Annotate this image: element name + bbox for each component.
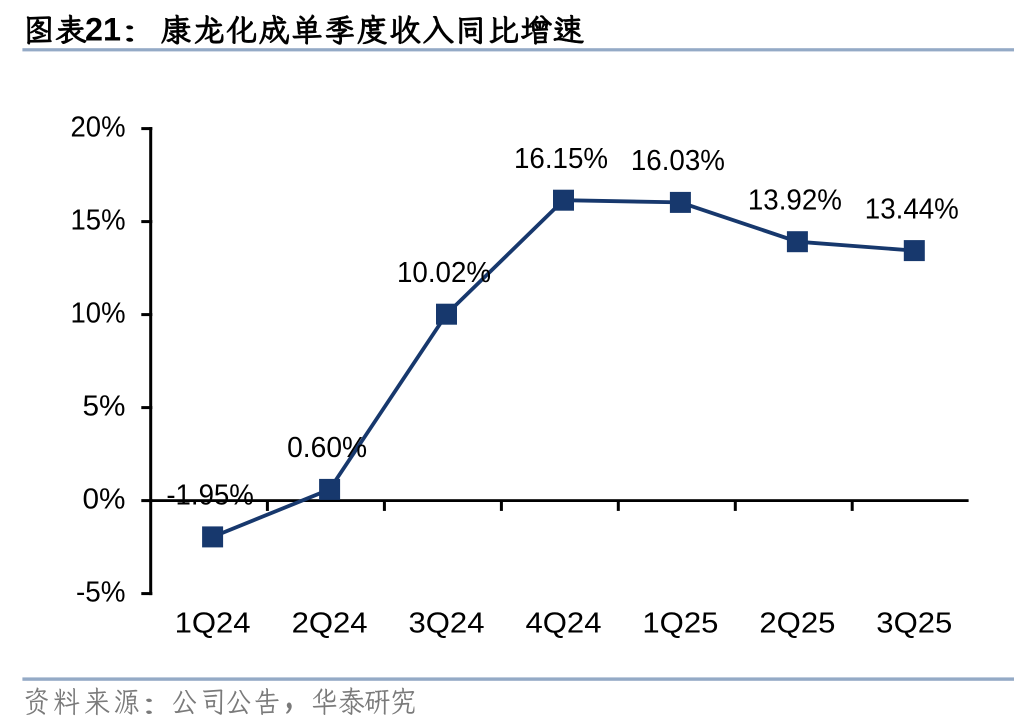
svg-text:1Q25: 1Q25 bbox=[642, 608, 718, 640]
svg-text:-5%: -5% bbox=[76, 577, 126, 609]
svg-text:21: 21 bbox=[85, 11, 121, 47]
svg-text:2Q24: 2Q24 bbox=[292, 608, 368, 640]
svg-text:-1.95%: -1.95% bbox=[166, 480, 254, 512]
svg-text:3Q25: 3Q25 bbox=[876, 608, 952, 640]
svg-text:2Q25: 2Q25 bbox=[759, 608, 835, 640]
svg-text:15%: 15% bbox=[71, 205, 126, 237]
svg-text:16.03%: 16.03% bbox=[631, 145, 725, 177]
svg-text:3Q24: 3Q24 bbox=[409, 608, 485, 640]
svg-text:10%: 10% bbox=[71, 298, 126, 330]
svg-text:16.15%: 16.15% bbox=[514, 143, 608, 175]
svg-text:1Q24: 1Q24 bbox=[175, 608, 251, 640]
svg-text:5%: 5% bbox=[83, 391, 126, 423]
svg-text:20%: 20% bbox=[71, 112, 126, 144]
svg-text:13.92%: 13.92% bbox=[748, 185, 842, 217]
svg-text:4Q24: 4Q24 bbox=[526, 608, 602, 640]
svg-text:13.44%: 13.44% bbox=[865, 193, 959, 225]
svg-text:0%: 0% bbox=[83, 484, 126, 516]
svg-text:0.60%: 0.60% bbox=[287, 432, 367, 464]
svg-text:10.02%: 10.02% bbox=[397, 257, 491, 289]
